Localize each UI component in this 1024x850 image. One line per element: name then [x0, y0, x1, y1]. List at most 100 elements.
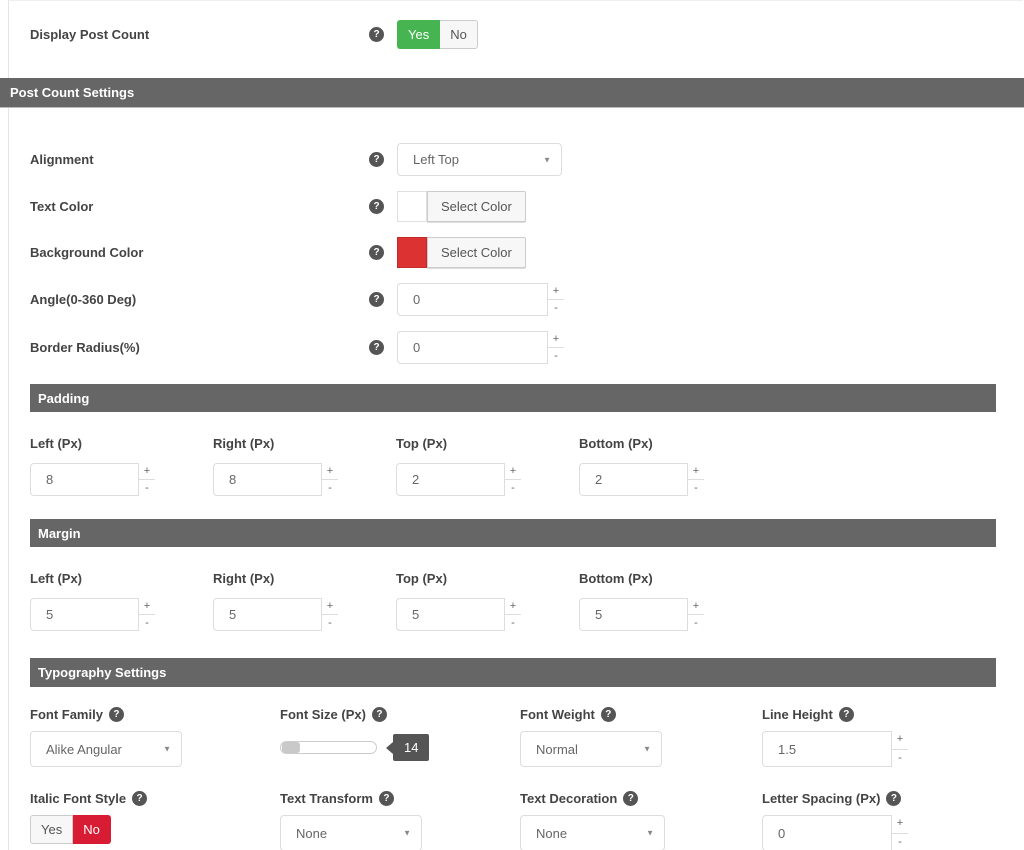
slider-handle[interactable]: [282, 742, 300, 753]
plus-icon[interactable]: +: [892, 731, 908, 750]
margin-top-input-group: + -: [396, 598, 521, 631]
letter-spacing-input[interactable]: [762, 815, 908, 850]
padding-section-title: Padding: [38, 390, 90, 406]
help-icon[interactable]: ?: [369, 27, 384, 42]
minus-icon[interactable]: -: [688, 615, 704, 631]
minus-icon[interactable]: -: [892, 749, 908, 767]
help-icon[interactable]: ?: [369, 292, 384, 307]
plus-icon[interactable]: +: [505, 598, 521, 615]
font-size-slider-group: 14: [280, 734, 520, 761]
text-color-swatch[interactable]: [397, 191, 427, 222]
tooltip-arrow: [386, 741, 393, 754]
margin-left-label: Left (Px): [30, 571, 82, 586]
font-family-select[interactable]: Alike Angular ▼: [30, 731, 182, 767]
minus-icon[interactable]: -: [322, 615, 338, 631]
spinner: + -: [891, 815, 908, 850]
text-transform-select[interactable]: None ▼: [280, 815, 422, 850]
border-radius-label: Border Radius(%): [30, 340, 140, 355]
italic-font-style-field: Italic Font Style ? Yes No: [30, 791, 280, 850]
margin-top-input[interactable]: [396, 598, 521, 631]
section-title: Post Count Settings: [10, 85, 135, 100]
angle-row: Angle(0-360 Deg) ? + -: [9, 283, 1023, 316]
background-color-select-button[interactable]: Select Color: [427, 237, 526, 268]
help-icon[interactable]: ?: [108, 707, 124, 722]
border-radius-input[interactable]: [397, 331, 564, 364]
minus-icon[interactable]: -: [322, 480, 338, 496]
font-family-field: Font Family ? Alike Angular ▼: [30, 707, 280, 767]
plus-icon[interactable]: +: [548, 331, 564, 348]
minus-icon[interactable]: -: [505, 615, 521, 631]
plus-icon[interactable]: +: [688, 463, 704, 480]
padding-left-label: Left (Px): [30, 436, 82, 451]
plus-icon[interactable]: +: [892, 815, 908, 834]
display-post-count-no-button[interactable]: No: [440, 20, 478, 49]
plus-icon[interactable]: +: [505, 463, 521, 480]
plus-icon[interactable]: +: [139, 463, 155, 480]
font-size-slider[interactable]: [280, 741, 377, 754]
padding-top-field: Top (Px) + -: [396, 436, 579, 496]
padding-bottom-input-group: + -: [579, 463, 704, 496]
minus-icon[interactable]: -: [548, 300, 564, 316]
spinner: + -: [321, 463, 338, 496]
font-size-value: 14: [404, 740, 419, 755]
help-icon[interactable]: ?: [838, 707, 854, 722]
background-color-swatch[interactable]: [397, 237, 427, 268]
padding-left-input[interactable]: [30, 463, 155, 496]
text-decoration-select[interactable]: None ▼: [520, 815, 665, 850]
angle-input[interactable]: [397, 283, 564, 316]
typography-row-1: Font Family ? Alike Angular ▼ Font Size …: [9, 707, 1023, 767]
minus-icon[interactable]: -: [505, 480, 521, 496]
padding-right-input[interactable]: [213, 463, 338, 496]
help-icon[interactable]: ?: [600, 707, 616, 722]
typography-row-2: Italic Font Style ? Yes No Text Transfor…: [9, 791, 1023, 850]
display-post-count-yes-button[interactable]: Yes: [397, 20, 441, 49]
margin-bottom-field: Bottom (Px) + -: [579, 571, 762, 631]
text-color-select-button[interactable]: Select Color: [427, 191, 526, 222]
plus-icon[interactable]: +: [139, 598, 155, 615]
plus-icon[interactable]: +: [322, 463, 338, 480]
line-height-input[interactable]: [762, 731, 908, 767]
help-icon[interactable]: ?: [369, 340, 384, 355]
plus-icon[interactable]: +: [548, 283, 564, 300]
italic-no-button[interactable]: No: [73, 815, 111, 844]
padding-top-label: Top (Px): [396, 436, 448, 451]
section-header-post-count-settings: Post Count Settings: [0, 78, 1024, 108]
chevron-down-icon: ▼: [543, 155, 551, 164]
help-icon[interactable]: ?: [623, 791, 639, 806]
minus-icon[interactable]: -: [548, 348, 564, 364]
angle-spinner: + -: [547, 283, 564, 316]
margin-left-input[interactable]: [30, 598, 155, 631]
padding-top-input[interactable]: [396, 463, 521, 496]
help-icon[interactable]: ?: [369, 152, 384, 167]
text-transform-select-value: None: [296, 825, 328, 841]
help-icon[interactable]: ?: [132, 791, 148, 806]
spinner: + -: [138, 598, 155, 631]
padding-bottom-input[interactable]: [579, 463, 704, 496]
font-family-select-value: Alike Angular: [46, 741, 122, 757]
help-icon[interactable]: ?: [369, 245, 384, 260]
background-color-row: Background Color ? Select Color: [9, 237, 1023, 268]
minus-icon[interactable]: -: [139, 615, 155, 631]
margin-bottom-input[interactable]: [579, 598, 704, 631]
help-icon[interactable]: ?: [371, 707, 387, 722]
help-icon[interactable]: ?: [886, 791, 902, 806]
display-post-count-toggle: Yes No: [397, 20, 478, 49]
help-icon[interactable]: ?: [378, 791, 394, 806]
help-icon[interactable]: ?: [369, 199, 384, 214]
margin-right-input[interactable]: [213, 598, 338, 631]
font-weight-select[interactable]: Normal ▼: [520, 731, 662, 767]
angle-label: Angle(0-360 Deg): [30, 292, 137, 307]
minus-icon[interactable]: -: [688, 480, 704, 496]
alignment-row: Alignment ? Left Top ▼: [9, 143, 1023, 176]
border-radius-input-group: + -: [397, 331, 564, 364]
padding-right-field: Right (Px) + -: [213, 436, 396, 496]
plus-icon[interactable]: +: [322, 598, 338, 615]
plus-icon[interactable]: +: [688, 598, 704, 615]
text-decoration-select-value: None: [536, 825, 568, 841]
italic-font-style-label: Italic Font Style: [30, 791, 127, 806]
italic-yes-button[interactable]: Yes: [30, 815, 74, 844]
text-color-picker: Select Color: [397, 191, 526, 222]
minus-icon[interactable]: -: [139, 480, 155, 496]
alignment-select[interactable]: Left Top ▼: [397, 143, 562, 176]
minus-icon[interactable]: -: [892, 833, 908, 850]
